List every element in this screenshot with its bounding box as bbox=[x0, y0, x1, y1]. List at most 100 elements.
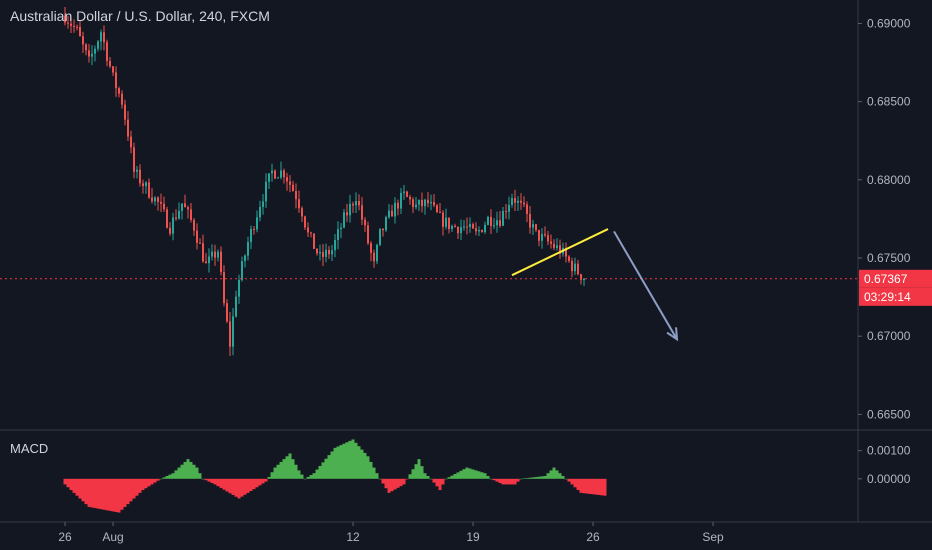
candle-body bbox=[322, 252, 324, 257]
macd-bar bbox=[456, 472, 460, 479]
candle-body bbox=[118, 88, 120, 94]
macd-bar bbox=[114, 478, 118, 512]
candle-body bbox=[199, 242, 201, 244]
candle-body bbox=[208, 256, 210, 264]
macd-bar bbox=[111, 478, 115, 512]
candle-body bbox=[172, 217, 174, 234]
forecast-arrow-shaft bbox=[613, 230, 678, 340]
candle-body bbox=[277, 177, 279, 179]
macd-bar bbox=[384, 478, 388, 489]
candle-body bbox=[112, 66, 114, 73]
candle-body bbox=[226, 303, 228, 322]
macd-bar bbox=[192, 464, 196, 479]
candle-body bbox=[145, 182, 147, 187]
macd-bar bbox=[438, 478, 442, 491]
macd-bar bbox=[285, 456, 289, 479]
candle-body bbox=[427, 199, 429, 204]
candle-body bbox=[223, 272, 225, 304]
macd-bar bbox=[450, 475, 454, 479]
candle-body bbox=[526, 204, 528, 214]
macd-bar bbox=[105, 478, 109, 511]
candle-body bbox=[508, 204, 510, 212]
candle-body bbox=[109, 60, 111, 67]
forecast-arrow-head bbox=[666, 327, 679, 342]
macd-bar bbox=[576, 478, 580, 491]
macd-bar bbox=[162, 477, 166, 479]
macd-bar bbox=[318, 465, 322, 479]
candle-body bbox=[487, 216, 489, 225]
candle-body bbox=[493, 225, 495, 227]
candle-body bbox=[196, 230, 198, 243]
candle-body bbox=[544, 234, 546, 236]
candle-body bbox=[307, 227, 309, 233]
macd-bar bbox=[75, 478, 79, 496]
macd-bar bbox=[207, 478, 211, 482]
macd-bar bbox=[486, 476, 490, 479]
candle-body bbox=[268, 173, 270, 182]
macd-bar bbox=[588, 478, 592, 494]
candle-body bbox=[133, 147, 135, 172]
candle-body bbox=[328, 249, 330, 255]
candle-body bbox=[520, 200, 522, 203]
candle-body bbox=[238, 279, 240, 297]
candle-body bbox=[127, 119, 129, 137]
time-tick-label: 12 bbox=[346, 530, 360, 544]
candle-body bbox=[433, 202, 435, 206]
macd-bar bbox=[513, 478, 517, 485]
macd-bar bbox=[603, 478, 607, 496]
macd-bar bbox=[96, 478, 100, 509]
candle-body bbox=[262, 201, 264, 207]
candle-body bbox=[463, 226, 465, 228]
macd-bar bbox=[435, 478, 439, 487]
candle-body bbox=[448, 217, 450, 230]
candle-body bbox=[313, 233, 315, 249]
macd-bar bbox=[507, 478, 511, 485]
macd-bar bbox=[549, 470, 553, 479]
macd-bar bbox=[252, 478, 256, 490]
candle-body bbox=[502, 211, 504, 226]
candle-body bbox=[538, 229, 540, 241]
macd-bar bbox=[351, 439, 355, 479]
candle-body bbox=[67, 22, 69, 24]
candle-body bbox=[364, 219, 366, 226]
macd-bar bbox=[216, 478, 220, 487]
time-tick-label: 26 bbox=[58, 530, 72, 544]
macd-bar bbox=[540, 476, 544, 479]
price-tick-label: 0.67500 bbox=[867, 251, 911, 265]
candle-body bbox=[517, 200, 519, 203]
macd-bar bbox=[546, 473, 550, 479]
candle-body bbox=[580, 274, 582, 281]
candle-body bbox=[568, 256, 570, 261]
macd-bar bbox=[525, 478, 529, 479]
candle-body bbox=[295, 191, 297, 200]
macd-bar bbox=[117, 478, 121, 513]
candle-body bbox=[523, 202, 525, 205]
last-price-badge bbox=[859, 269, 932, 288]
candle-body bbox=[577, 263, 579, 275]
macd-bar bbox=[306, 476, 310, 479]
macd-bar bbox=[81, 478, 85, 502]
macd-bar bbox=[411, 469, 415, 479]
macd-bar bbox=[267, 476, 271, 479]
candle-body bbox=[499, 220, 501, 226]
macd-bar bbox=[582, 478, 586, 494]
candle-body bbox=[121, 93, 123, 105]
macd-bar bbox=[279, 461, 283, 479]
candle-body bbox=[250, 228, 252, 243]
macd-bar bbox=[564, 478, 568, 480]
macd-bar bbox=[363, 452, 367, 479]
price-tick-label: 0.66500 bbox=[867, 407, 911, 421]
macd-bar bbox=[186, 459, 190, 479]
macd-bar bbox=[408, 474, 412, 479]
candle-body bbox=[106, 42, 108, 61]
macd-bar bbox=[246, 478, 250, 493]
macd-bar bbox=[129, 478, 133, 502]
candle-body bbox=[286, 177, 288, 182]
candle-body bbox=[385, 217, 387, 231]
candle-body bbox=[412, 199, 414, 208]
macd-histogram bbox=[63, 439, 607, 513]
macd-bar bbox=[465, 467, 469, 479]
candle-body bbox=[382, 228, 384, 231]
macd-bar bbox=[198, 473, 202, 479]
